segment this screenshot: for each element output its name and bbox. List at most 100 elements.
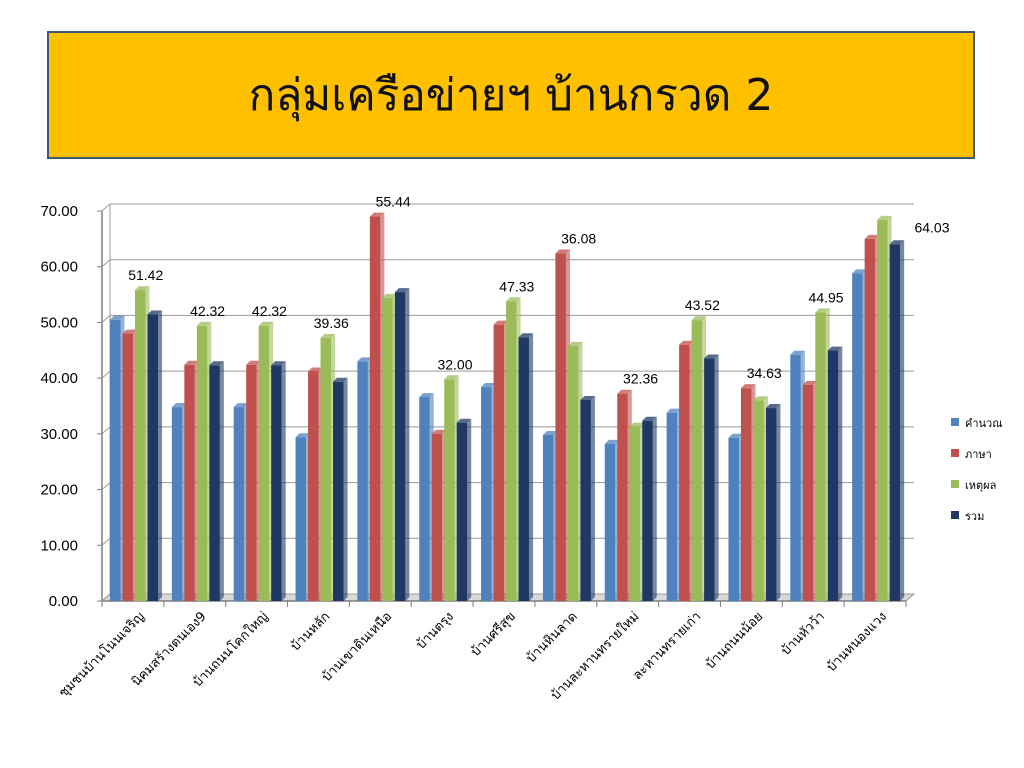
bar <box>308 371 319 601</box>
title-banner: กลุ่มเครือข่ายฯ บ้านกรวด 2 <box>47 31 975 159</box>
bar <box>258 325 270 601</box>
bar-top <box>369 212 385 217</box>
bar-top <box>753 396 768 401</box>
bar-top <box>506 297 521 302</box>
data-label: 36.08 <box>561 230 596 246</box>
bar <box>394 292 406 601</box>
data-label: 47.33 <box>499 278 534 294</box>
bar-top <box>184 360 199 365</box>
bar <box>740 388 752 601</box>
bar-top <box>233 403 249 408</box>
bar-top <box>790 350 805 355</box>
bar-top <box>481 383 496 388</box>
bar <box>728 437 739 601</box>
x-category-label: บ้านหนองแวง <box>824 609 890 675</box>
bar <box>184 364 195 601</box>
gridline-diag <box>101 593 111 602</box>
bar-top <box>110 315 125 320</box>
bar <box>135 290 146 601</box>
data-label: 42.32 <box>190 303 225 319</box>
bar-top <box>567 341 583 346</box>
bar-top <box>666 408 682 413</box>
y-tick-label: 20.00 <box>40 482 78 499</box>
data-label: 32.00 <box>437 356 472 372</box>
bar-top <box>827 346 843 351</box>
bar <box>295 437 307 601</box>
bar-top <box>258 321 274 326</box>
x-category-label: ชุมชนบ้านโนนเจริญ <box>56 609 148 701</box>
bar-top <box>320 334 336 339</box>
bar <box>790 354 801 601</box>
bar-top <box>431 429 447 434</box>
x-category-label: บ้านหลัก <box>288 609 333 654</box>
bar <box>456 422 468 601</box>
bar-top <box>802 380 818 385</box>
bar <box>753 400 764 601</box>
x-category-label: บ้านหัวว้า <box>779 609 828 658</box>
y-tick-label: 70.00 <box>40 203 78 220</box>
page-title: กลุ่มเครือข่ายฯ บ้านกรวด 2 <box>248 70 774 121</box>
legend-swatch <box>951 511 959 519</box>
bar-top <box>555 249 570 254</box>
bar <box>889 244 901 602</box>
bar <box>196 325 208 601</box>
legend-label: คำนวณ <box>965 417 1002 430</box>
bar-top <box>271 361 286 366</box>
bar-side <box>529 333 534 601</box>
bar <box>110 319 121 601</box>
bar <box>765 408 777 601</box>
bar <box>815 312 826 601</box>
bar <box>629 426 641 601</box>
bar-top <box>357 357 372 362</box>
bar-top <box>394 288 410 293</box>
bar-side <box>405 288 410 601</box>
legend-label: รวม <box>965 510 984 523</box>
bar-top <box>629 422 645 427</box>
bar-top <box>542 430 558 435</box>
legend-swatch <box>951 418 959 426</box>
bar <box>444 379 455 601</box>
bar <box>233 407 245 601</box>
data-label: 64.03 <box>914 219 949 235</box>
bar <box>369 216 381 602</box>
bar-top <box>333 377 348 382</box>
bar-top <box>617 389 632 394</box>
bar <box>271 365 282 601</box>
bar <box>852 273 863 601</box>
x-category-label: บ้านตรุง <box>414 609 457 652</box>
bar-top <box>456 418 472 423</box>
bar-top <box>691 316 707 321</box>
bar-top <box>171 403 187 408</box>
bar-top <box>382 293 397 298</box>
bar <box>147 314 158 601</box>
bar-top <box>765 404 781 409</box>
bar-side <box>467 418 472 601</box>
bar-top <box>135 286 150 291</box>
bar <box>604 443 616 601</box>
bar-side <box>219 361 224 601</box>
data-label: 34.63 <box>747 365 782 381</box>
bar <box>827 350 839 601</box>
data-label: 44.95 <box>809 289 844 305</box>
bar <box>320 338 332 601</box>
x-category-label: บ้านถนนน้อย <box>703 609 766 672</box>
bar-side <box>158 310 162 601</box>
data-label: 43.52 <box>685 297 720 313</box>
bar <box>580 399 591 601</box>
bar <box>506 301 517 601</box>
bar-side <box>652 416 657 601</box>
bar-top <box>604 439 620 444</box>
bar-top <box>580 395 595 400</box>
legend-label: เหตุผล <box>965 479 996 492</box>
bar <box>333 381 344 601</box>
bar-top <box>518 333 534 338</box>
data-label: 39.36 <box>314 315 349 331</box>
bar-side <box>776 404 781 601</box>
bar-top <box>852 269 867 274</box>
bar <box>209 365 220 601</box>
x-category-label: บ้านหินลาด <box>524 609 581 666</box>
bar-top <box>196 321 212 326</box>
bar <box>642 420 653 601</box>
y-tick-label: 10.00 <box>40 537 78 554</box>
